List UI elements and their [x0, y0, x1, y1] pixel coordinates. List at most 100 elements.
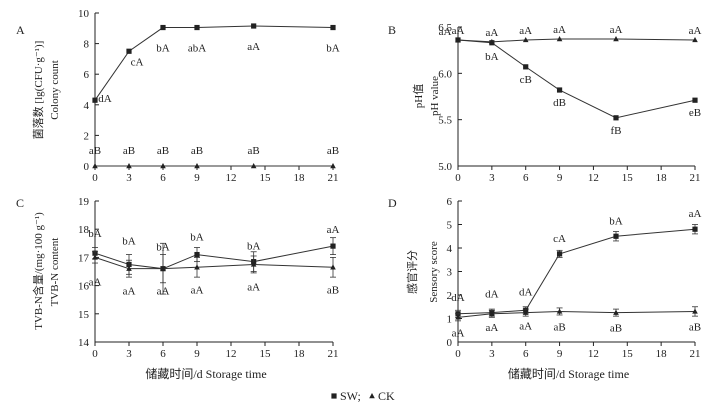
x-tick-label: 0: [455, 348, 461, 360]
x-axis-title: 储藏时间/d Storage time: [508, 366, 629, 381]
series-line: [457, 310, 696, 318]
x-tick-label: 12: [588, 348, 599, 360]
significance-label: bA: [247, 241, 261, 253]
data-point: [160, 265, 166, 271]
data-point: [692, 226, 698, 232]
panel-label: D: [388, 196, 397, 210]
significance-label: aA: [327, 224, 340, 236]
x-tick-label: 12: [226, 172, 237, 184]
data-point: [556, 308, 563, 314]
data-point: [523, 64, 529, 70]
y-axis-title-en: TVB-N content: [49, 238, 61, 307]
series-sw: dA dA dA cA bA aA: [451, 208, 702, 318]
y-tick-label: 16: [78, 281, 90, 293]
panel-label: B: [388, 23, 396, 37]
y-tick-label: 18: [78, 224, 90, 236]
significance-label: dA: [451, 292, 465, 304]
significance-label: aB: [89, 145, 101, 157]
legend-label: SW;: [340, 389, 361, 403]
significance-label: aB: [157, 145, 169, 157]
y-tick-label: 0: [84, 161, 90, 173]
significance-label: dB: [553, 97, 566, 109]
data-point: [250, 163, 257, 169]
x-tick-label: 18: [656, 348, 668, 360]
series-sw: dA cA bA abA aA bA: [92, 23, 340, 105]
y-tick-label: 2: [84, 130, 90, 142]
data-point: [92, 163, 98, 169]
series-ck: aA aA aA aA aA aB: [89, 251, 339, 298]
data-point: [613, 115, 619, 121]
significance-label: aA: [123, 286, 136, 298]
y-tick-label: 5.0: [438, 161, 452, 173]
x-tick-label: 0: [455, 172, 461, 184]
y-tick-label: 8: [84, 39, 90, 51]
data-point: [250, 261, 257, 267]
y-tick-label: 6: [84, 69, 90, 81]
significance-label: dA: [98, 93, 112, 105]
significance-label: bA: [326, 43, 340, 55]
x-tick-label: 15: [260, 172, 272, 184]
y-axis-title-en: pH value: [429, 76, 441, 116]
y-tick-label: 15: [78, 309, 90, 321]
data-point: [160, 24, 166, 31]
significance-label: cB: [520, 74, 532, 86]
significance-label: aA: [689, 25, 702, 37]
x-tick-label: 6: [523, 172, 529, 184]
significance-label: aB: [191, 145, 203, 157]
significance-label: aA: [610, 24, 623, 36]
significance-label: cA: [553, 233, 566, 245]
significance-label: aA: [689, 208, 702, 220]
significance-label: aB: [123, 145, 135, 157]
data-point: [194, 24, 200, 31]
data-point: [126, 163, 132, 169]
x-axis-title: 储藏时间/d Storage time: [145, 366, 266, 381]
significance-label: eB: [689, 107, 701, 119]
significance-label: dA: [485, 289, 499, 301]
significance-label: aB: [248, 145, 260, 157]
panel-a: A 0 2 4 6 8 10 0 3 6 9 12 15 18 21 菌落数 [lg(CFU·g⁻¹)] Col…: [16, 8, 340, 184]
data-point: [194, 163, 200, 169]
x-tick-label: 15: [622, 172, 634, 184]
data-point: [92, 254, 98, 260]
series-line: [94, 245, 334, 270]
significance-label: aB: [327, 145, 339, 157]
significance-label: aA: [452, 25, 465, 37]
significance-label: aB: [553, 321, 565, 333]
significance-label: fB: [611, 125, 622, 137]
data-point: [522, 309, 529, 315]
data-point: [455, 36, 461, 43]
significance-label: bA: [122, 235, 136, 247]
significance-label: aB: [610, 323, 622, 335]
x-tick-label: 21: [328, 348, 339, 360]
data-point: [613, 36, 619, 42]
panel-label: A: [16, 23, 25, 37]
y-tick-label: 10: [78, 8, 90, 20]
significance-label: aA: [519, 25, 532, 37]
panel-label: C: [16, 196, 24, 210]
x-tick-label: 6: [523, 348, 529, 360]
significance-label: aA: [485, 322, 498, 334]
series-ck: aA aA aA aA aA aA: [452, 24, 702, 45]
data-point: [330, 163, 336, 169]
y-axis-title-cn: pH值: [412, 84, 425, 108]
x-tick-label: 21: [690, 172, 701, 184]
square-legend-marker: [331, 393, 337, 399]
data-point: [489, 310, 495, 316]
significance-label: bA: [485, 51, 499, 63]
x-tick-label: 9: [557, 172, 563, 184]
y-axis-title-cn: 感官评分: [405, 250, 419, 294]
x-tick-label: 12: [226, 348, 237, 360]
series-line: [457, 38, 696, 43]
significance-label: aA: [439, 26, 452, 38]
y-tick-label: 5: [447, 220, 453, 232]
x-tick-label: 15: [260, 348, 272, 360]
x-tick-label: 21: [328, 172, 339, 184]
x-tick-label: 6: [160, 348, 166, 360]
y-tick-label: 6: [447, 196, 453, 208]
data-point: [160, 163, 166, 169]
y-tick-label: 14: [78, 337, 90, 349]
significance-label: bA: [88, 228, 102, 240]
significance-label: aA: [247, 41, 260, 53]
